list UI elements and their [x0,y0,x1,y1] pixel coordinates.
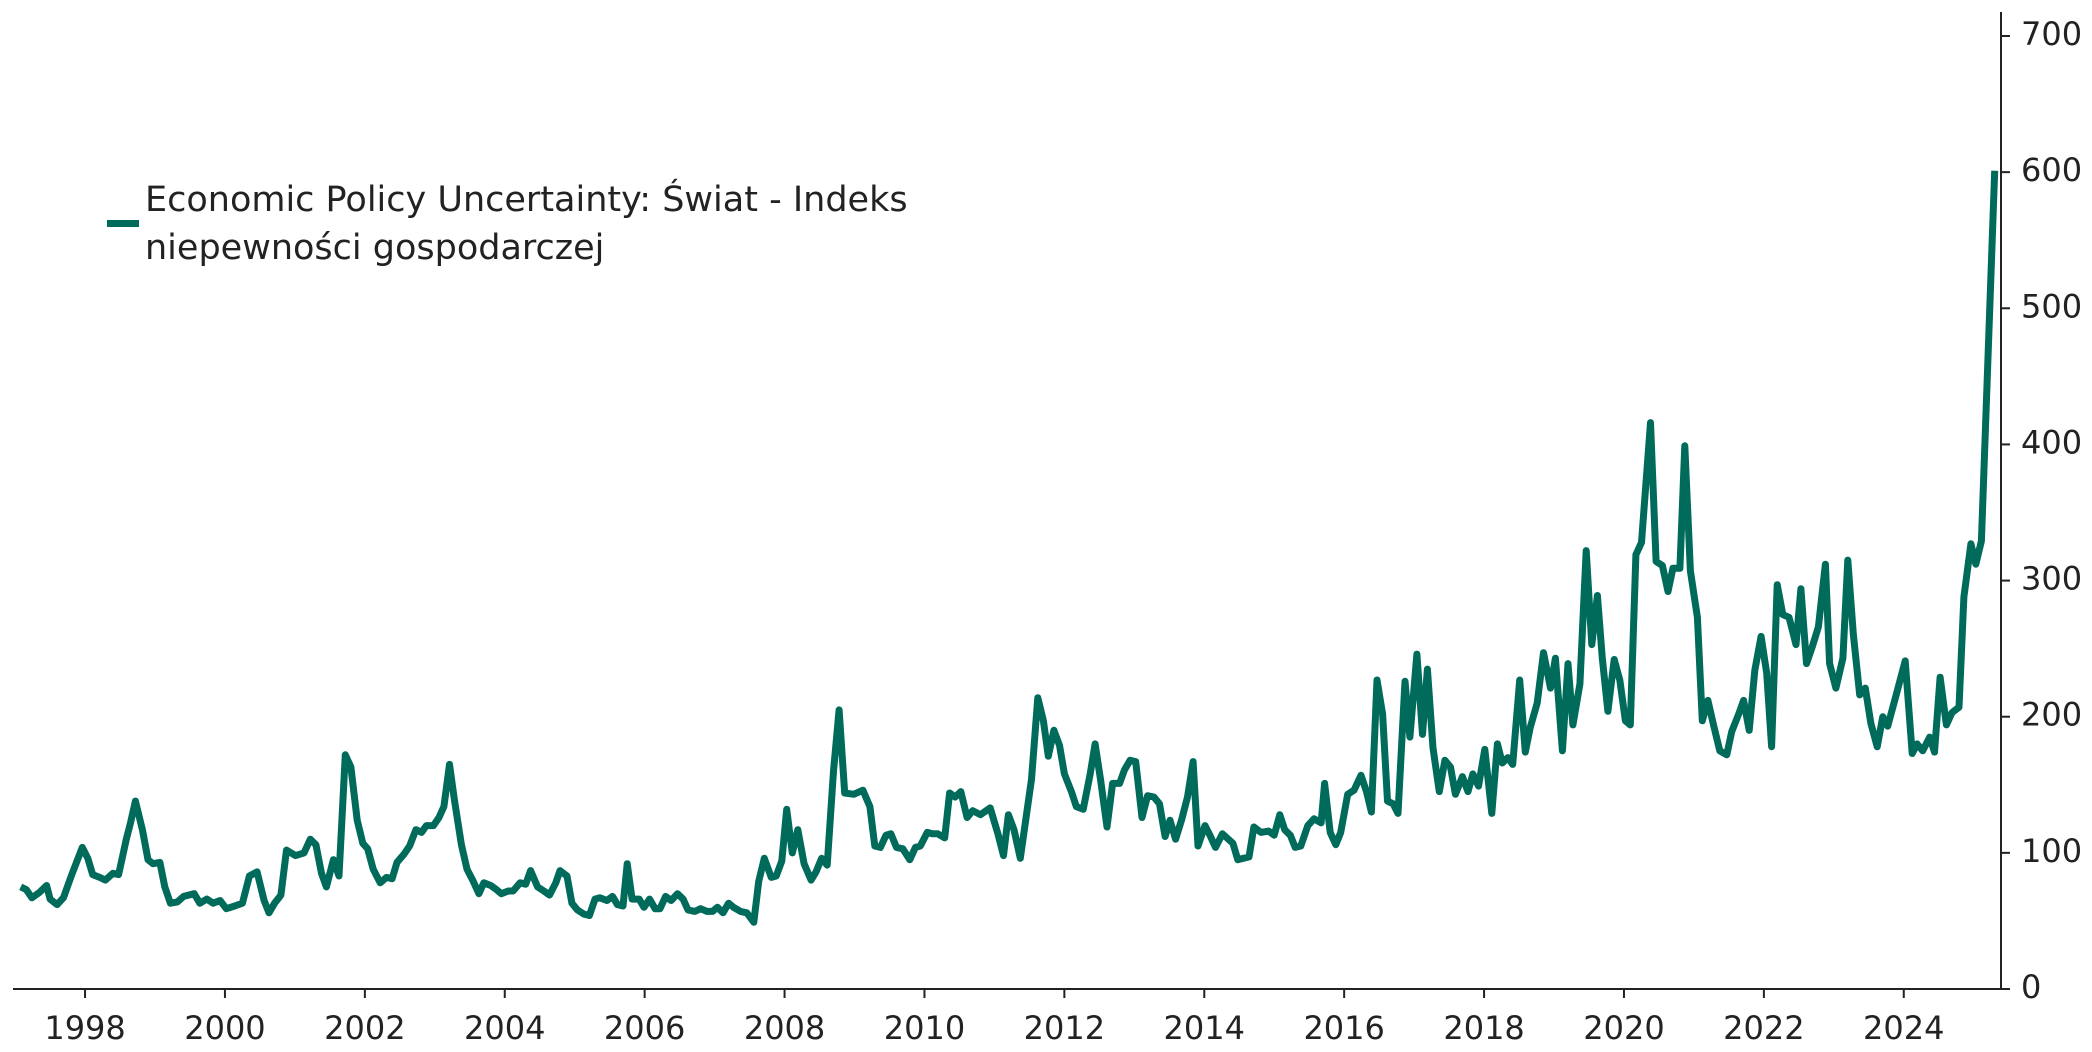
series-line [19,170,1999,926]
y-tick-label: 0 [2021,968,2041,1006]
y-tick-label: 100 [2021,832,2082,870]
legend-label: Economic Policy Uncertainty: Świat - Ind… [145,180,908,268]
x-tick-label: 2014 [1164,1009,1245,1047]
x-tick-label: 1998 [44,1009,125,1047]
x-tick-label: 2002 [324,1009,405,1047]
y-tick-label: 700 [2021,15,2082,53]
x-tick-label: 2020 [1583,1009,1664,1047]
legend-swatch [107,220,139,227]
x-tick-label: 2012 [1024,1009,1105,1047]
y-tick-label: 300 [2021,560,2082,598]
legend: Economic Policy Uncertainty: Świat - Ind… [107,176,945,272]
x-tick-label: 2008 [744,1009,825,1047]
x-tick-label: 2022 [1723,1009,1804,1047]
x-tick-label: 2000 [184,1009,265,1047]
y-tick-label: 600 [2021,151,2082,189]
x-tick-label: 2006 [604,1009,685,1047]
x-tick-label: 2018 [1443,1009,1524,1047]
y-tick-label: 200 [2021,696,2082,734]
x-tick-label: 2024 [1863,1009,1944,1047]
x-tick-label: 2004 [464,1009,545,1047]
y-tick-label: 500 [2021,287,2082,325]
x-tick-label: 2010 [884,1009,965,1047]
x-tick-label: 2016 [1303,1009,1384,1047]
y-tick-label: 400 [2021,423,2082,461]
